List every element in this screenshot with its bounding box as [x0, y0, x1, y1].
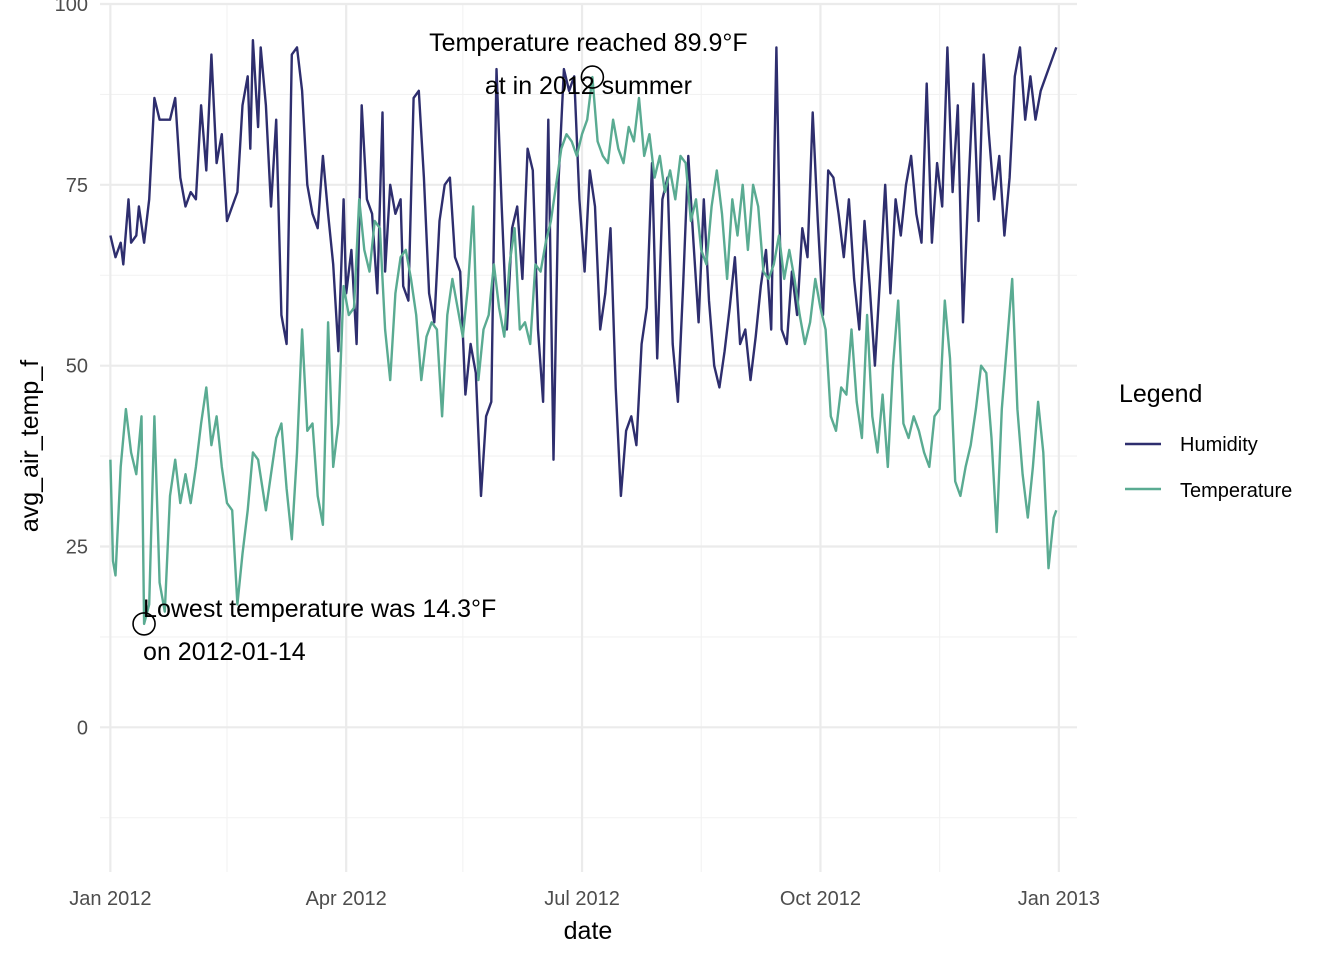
minor-gridlines — [100, 4, 1077, 872]
x-axis-tick-labels: Jan 2012 Apr 2012 Jul 2012 Oct 2012 Jan 2013 — [69, 888, 1100, 910]
min-temp-annotation-line: Lowest temperature was 14.3°F — [143, 595, 496, 623]
series-line-humidity — [109, 39, 1058, 498]
x-axis-title: date — [564, 917, 613, 945]
series-line-temperature — [109, 75, 1058, 626]
y-axis-tick-labels: 0 25 50 75 100 — [55, 0, 88, 739]
x-tick-label: Apr 2012 — [306, 888, 387, 910]
y-tick-label: 75 — [66, 175, 88, 197]
x-tick-label: Oct 2012 — [780, 888, 861, 910]
x-tick-label: Jan 2013 — [1018, 888, 1100, 910]
x-tick-label: Jan 2012 — [69, 888, 151, 910]
x-tick-label: Jul 2012 — [544, 888, 620, 910]
max-temp-marker — [580, 65, 605, 89]
y-tick-label: 0 — [77, 717, 88, 739]
legend-label-temperature: Temperature — [1180, 480, 1292, 502]
min-temp-annotation-line: on 2012-01-14 — [143, 638, 306, 666]
y-tick-label: 50 — [66, 356, 88, 378]
major-gridlines — [100, 2, 1077, 872]
legend: Legend Humidity Temperature — [1119, 380, 1292, 502]
y-axis-title: avg_air_temp_f — [16, 360, 44, 532]
legend-label-humidity: Humidity — [1180, 434, 1258, 456]
min-temp-marker — [132, 612, 156, 636]
annotations: Temperature reached 89.9°F at in 2012 sum… — [132, 29, 748, 666]
max-temp-annotation-line: Temperature reached 89.9°F — [429, 29, 748, 57]
max-temp-annotation-line: at in 2012 summer — [485, 72, 692, 100]
y-tick-label: 100 — [55, 0, 88, 16]
legend-title: Legend — [1119, 380, 1202, 408]
y-tick-label: 25 — [66, 537, 88, 559]
series-lines — [109, 39, 1058, 626]
